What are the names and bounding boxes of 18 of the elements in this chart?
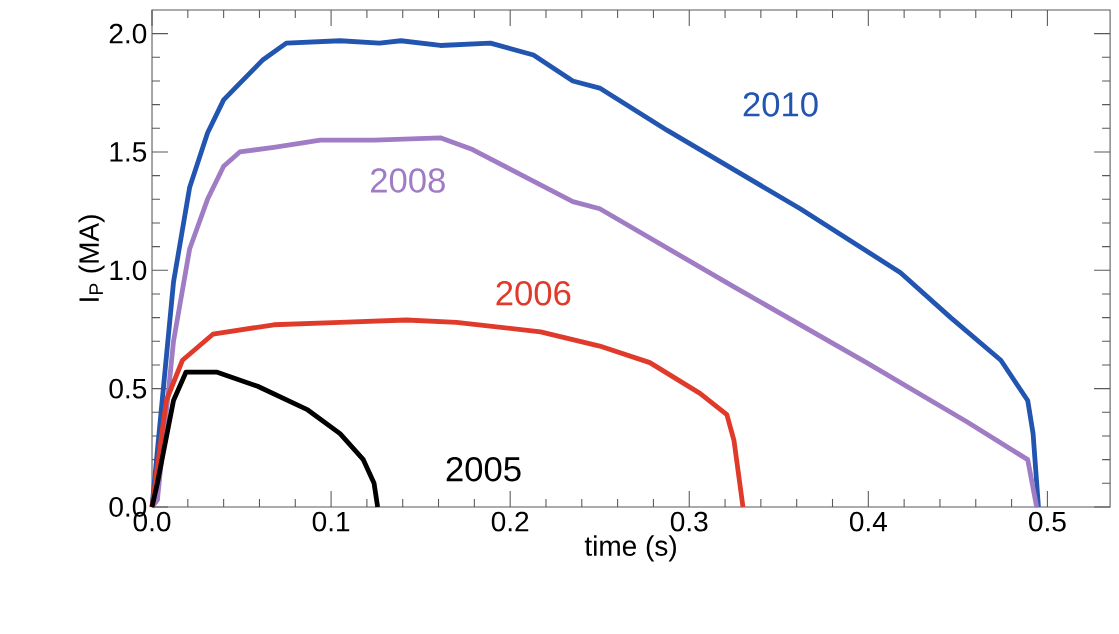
series-label: 2008 xyxy=(370,168,445,193)
line-series xyxy=(149,317,746,510)
y-axis-title: I$_{P}$ (MA) xyxy=(78,215,105,301)
y-tick-label: 1.5 xyxy=(110,142,147,162)
series-label: 2010 xyxy=(743,92,818,117)
x-tick-label: 0.2 xyxy=(491,511,529,532)
y-tick-label: 2.0 xyxy=(109,23,147,44)
x-tick-label: 0.1 xyxy=(312,511,350,532)
line-series xyxy=(149,38,1041,510)
y-tick-label: 0.5 xyxy=(109,378,147,399)
y-tick-label: 1.0 xyxy=(110,260,147,281)
x-tick-label: 0.3 xyxy=(670,511,708,532)
x-tick-label: 0.5 xyxy=(1029,511,1066,532)
text: 2005 xyxy=(446,456,521,482)
x-axis-title: time (s) xyxy=(584,535,676,562)
x-tick-label: 0.4 xyxy=(849,511,887,532)
series-label: 2006 xyxy=(496,281,571,306)
line-series xyxy=(149,369,381,510)
